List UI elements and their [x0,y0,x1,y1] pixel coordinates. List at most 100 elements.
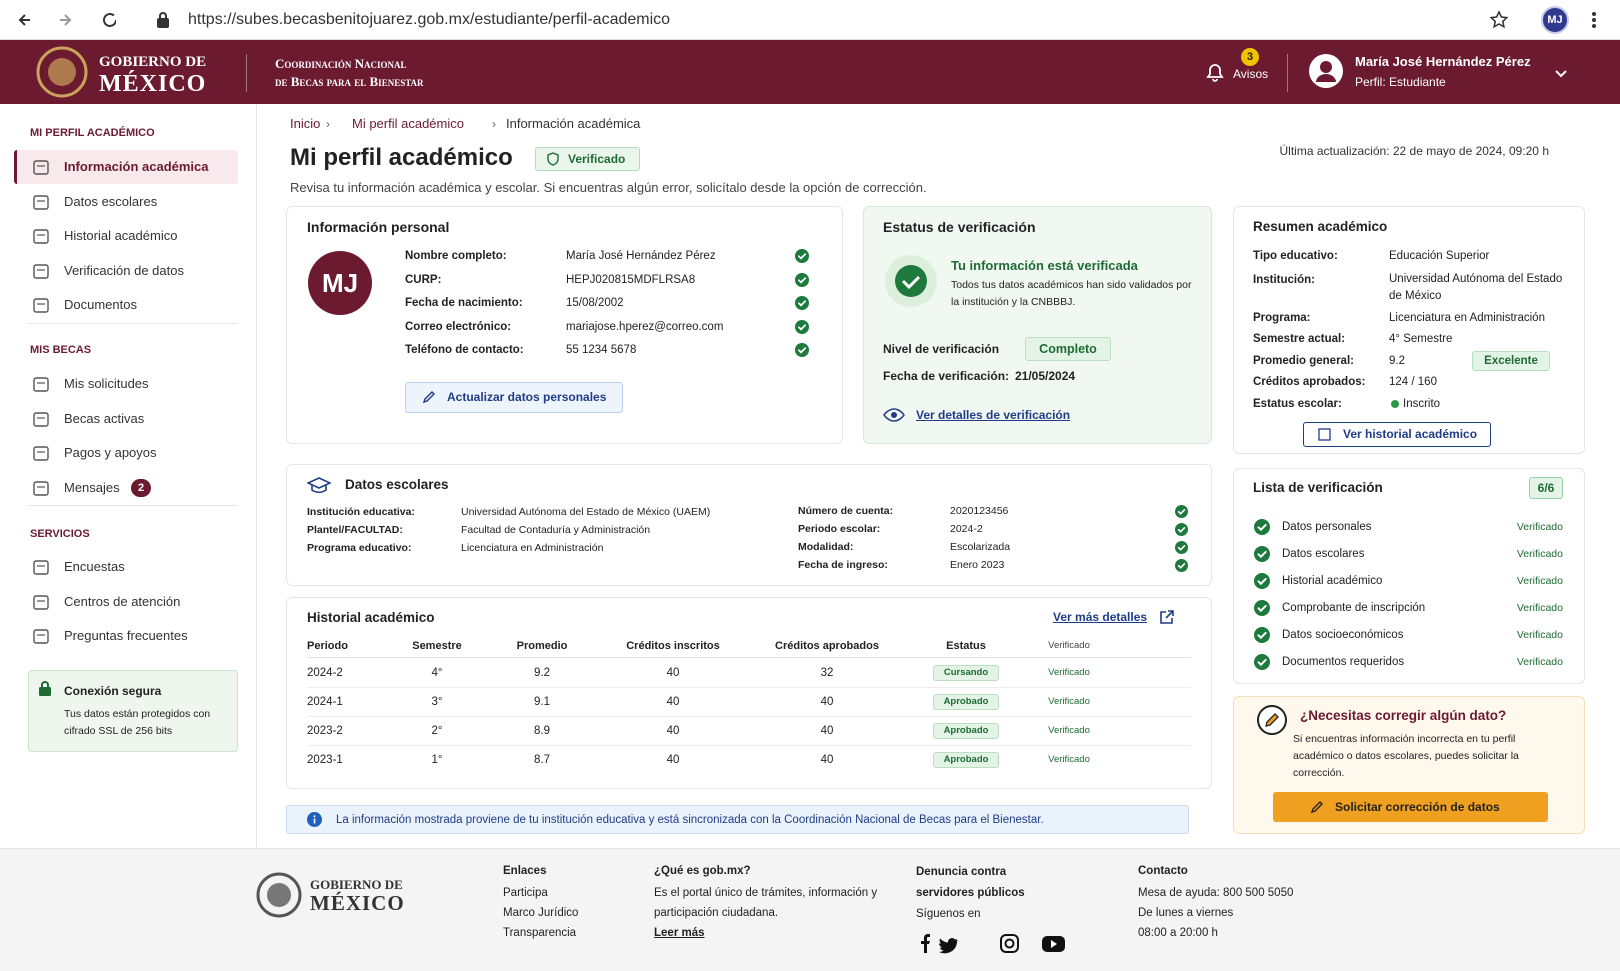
school-label: Modalidad: [798,541,854,553]
table-cell: Aprobado [943,696,989,707]
school-value: Licenciatura en Administración [461,542,604,554]
emblem-core [48,58,76,86]
field-label: Correo electrónico: [405,320,512,333]
count-badge [1529,477,1563,499]
sidebar-item[interactable]: Encuestas [64,559,125,574]
check-icon-svg [1254,627,1270,643]
check-bg [1254,654,1270,670]
checklist-status: Verificado [1516,548,1563,560]
emblem-svg [36,46,88,98]
status-badge [933,665,999,681]
footer-heading: Enlaces [503,865,547,877]
check-icon [1254,654,1270,670]
bell-icon-svg [1206,64,1224,82]
menu-icon-svg [33,160,49,175]
footer-emblem [256,872,302,918]
check-icon [795,343,809,357]
sidebar-item[interactable]: Historial académico [64,228,178,243]
check-icon [1254,546,1270,562]
info-text: La información mostrada proviene de tu i… [336,814,1044,826]
table-cell: 40 [666,667,680,679]
menu-icon-svg [33,263,49,279]
sidebar-item[interactable]: Preguntas frecuentes [64,628,188,643]
level-badge [1025,337,1111,361]
details-link[interactable]: Ver detalles de verificación [916,408,1071,422]
sidebar-item[interactable]: Centros de atención [64,593,181,609]
sidebar-item[interactable]: Pagos y apoyos [64,445,157,460]
emblem-ring [36,46,88,98]
table-cell: 2023-2 [307,725,343,737]
table-cell: Cursando [943,667,989,678]
history-button[interactable] [1303,422,1491,447]
checklist-item: Historial académico [1282,575,1383,587]
icon-shape [33,160,49,175]
footer-link[interactable]: Transparencia [503,927,577,939]
check-mark [798,276,807,284]
checklist-status: Verificado [1516,602,1563,614]
footer-link[interactable]: Leer más [654,927,705,939]
count-text: 6/6 [1537,481,1555,495]
icon-shape [33,377,49,392]
active-item[interactable] [14,150,238,184]
update-button[interactable] [405,382,623,413]
breadcrumb-item[interactable]: Inicio [290,116,321,131]
menu-icon [32,375,50,393]
menu-icon-svg [33,480,49,496]
verification-headline: Tu información está verificada [951,258,1138,273]
footer-link[interactable]: Participa [503,887,548,899]
sidebar-item[interactable]: Datos escolares [64,193,158,209]
sidebar-item[interactable]: Mis solicitudes [64,376,149,391]
sidebar-item[interactable]: Información académica [64,159,209,174]
url: https://subes.becasbenitojuarez.gob.mx/e… [188,11,671,28]
menu-icon-svg [33,411,49,427]
verified-icon [884,254,938,308]
checklist-status: Verificado [1516,629,1563,641]
footer-contact: 08:00 a 20:00 h [1138,927,1218,939]
check-icon [795,249,809,263]
history-button-text[interactable]: Ver historial académico [1343,427,1478,441]
correction-button-text[interactable]: Solicitar corrección de datos [1335,800,1500,814]
sidebar-item[interactable]: Becas activas [64,410,145,426]
table-cell: 4° [431,667,443,679]
level-text: Completo [1039,342,1097,356]
table-cell: 2024-2 [307,667,343,679]
sidebar-item[interactable]: Mensajes [64,479,120,495]
star-icon [1489,10,1509,30]
check-mark [798,347,807,354]
column-header: Créditos inscritos [626,640,720,652]
messages-count: 2 [137,481,145,494]
menu-icon [32,227,50,245]
sidebar-section-title: MIS BECAS [30,344,92,356]
history-link[interactable]: Ver más detalles [1053,610,1148,624]
summary-value: 124 / 160 [1389,376,1437,388]
lock-icon [156,11,170,29]
breadcrumb-item[interactable]: Mi perfil académico [352,116,464,131]
menu-icon [32,296,50,314]
table-cell: 40 [820,696,834,708]
icon-shape [547,152,559,166]
sidebar-section-title: SERVICIOS [30,528,90,540]
sidebar-item[interactable]: Verificación de datos [64,262,184,278]
check-icon-svg [1254,519,1270,535]
school-label: Periodo escolar: [798,523,881,535]
check-icon [795,319,809,334]
status-badge [933,723,999,739]
column-header: Periodo [307,640,348,652]
field-label: Teléfono de contacto: [405,344,524,356]
user-head [1320,61,1332,73]
check-mark [1177,562,1185,569]
footer-link[interactable]: Marco Jurídico [503,907,579,919]
table-rule [307,657,1191,658]
table-cell: Aprobado [943,754,989,765]
icon-shape [33,298,49,313]
emblem-ring [256,872,302,918]
emblem [36,46,88,98]
star-icon-svg [1489,10,1509,29]
school-icon [306,476,332,494]
checklist-item: Datos escolares [1282,548,1365,560]
sidebar-item[interactable]: Documentos [64,297,137,312]
check-bg [895,265,927,297]
icon-shape [33,594,49,610]
check-bg [1174,504,1188,518]
update-button-text[interactable]: Actualizar datos personales [447,390,607,404]
